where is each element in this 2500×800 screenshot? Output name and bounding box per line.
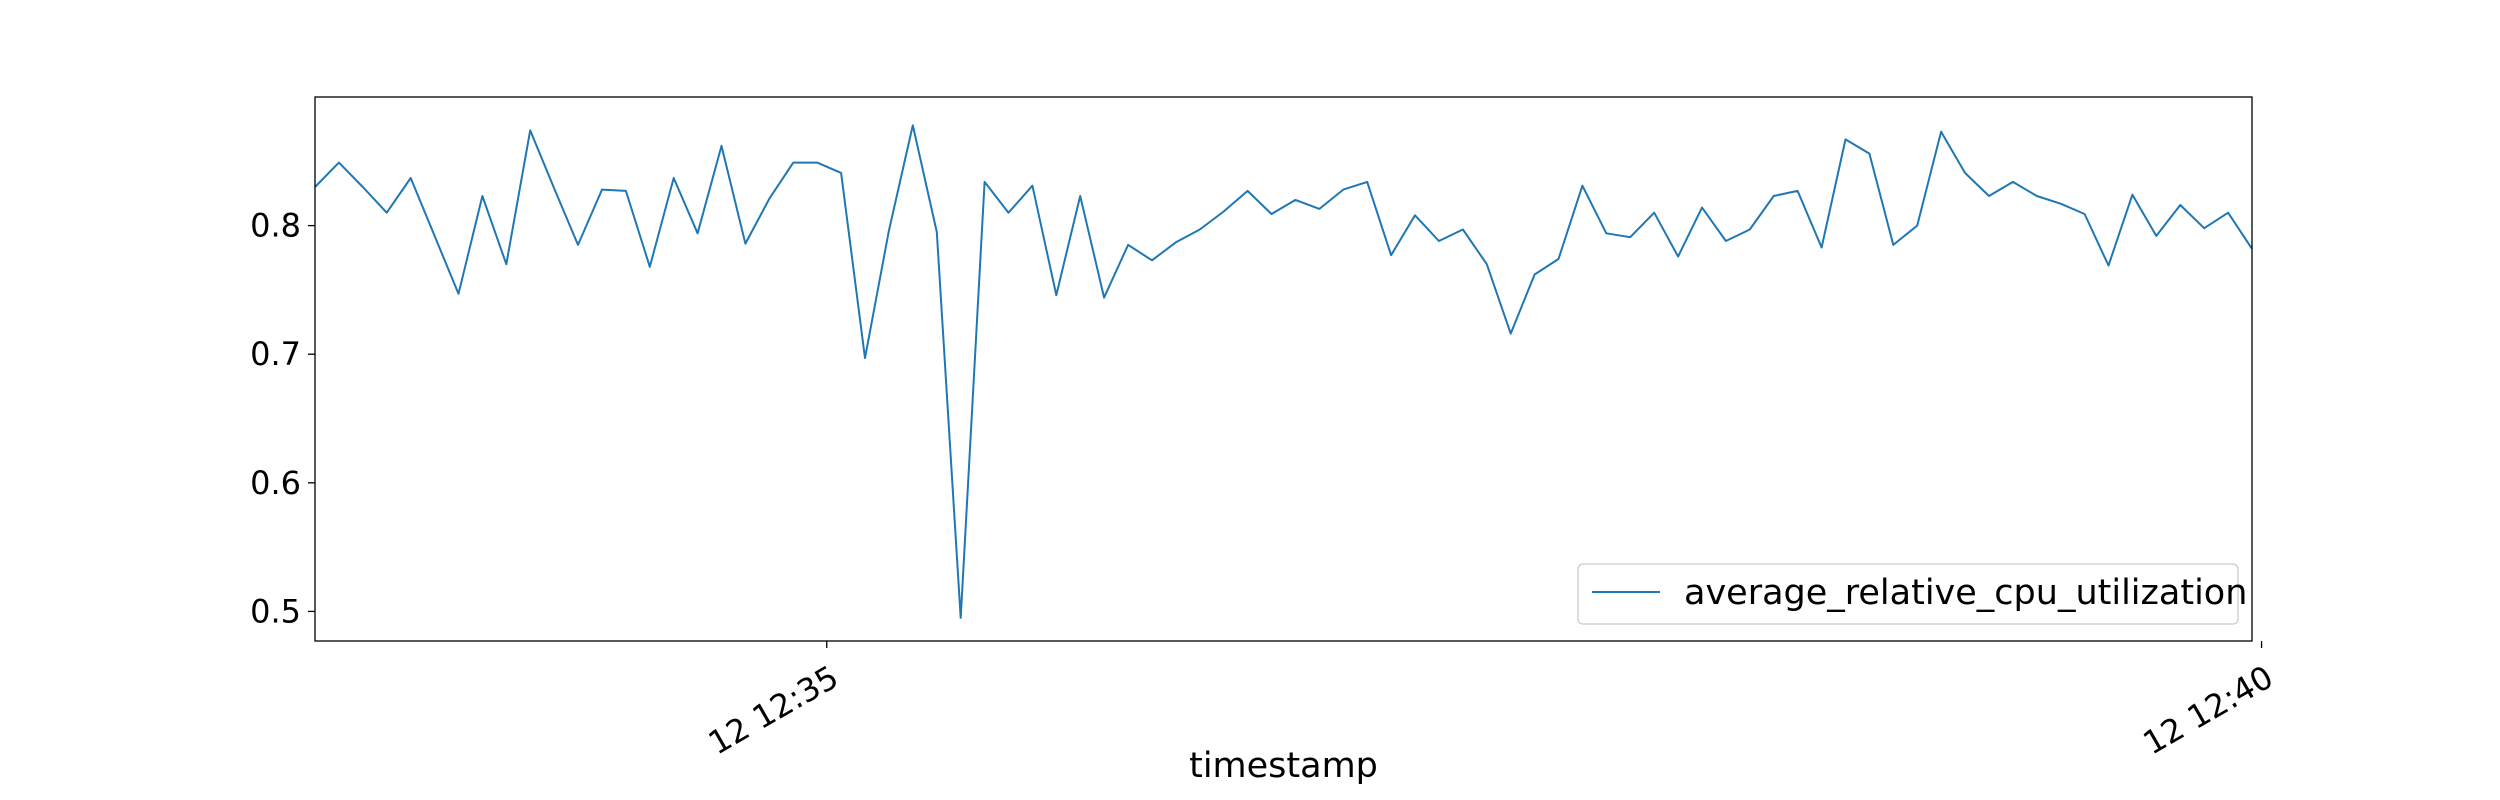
y-axis-ticks: 0.5 0.6 0.7 0.8 [250, 207, 315, 630]
legend: average_relative_cpu_utilization [1577, 563, 2247, 625]
legend-box [1577, 563, 2239, 625]
y-tick-label: 0.5 [250, 592, 301, 630]
x-axis-label: timestamp [1189, 746, 1378, 786]
plot-frame [314, 96, 2253, 642]
y-tick-label: 0.8 [250, 207, 301, 245]
x-tick-label: 12 12:40 [2137, 658, 2280, 762]
legend-label: average_relative_cpu_utilization [1684, 573, 2247, 613]
y-tick-label: 0.7 [250, 335, 301, 373]
y-tick-label: 0.6 [250, 464, 301, 502]
plot-lines [314, 124, 2253, 619]
x-tick-label: 12 12:35 [702, 658, 845, 762]
series-line-cpu [314, 124, 2253, 619]
x-axis-ticks: 12 12:35 12 12:40 [702, 641, 2280, 762]
